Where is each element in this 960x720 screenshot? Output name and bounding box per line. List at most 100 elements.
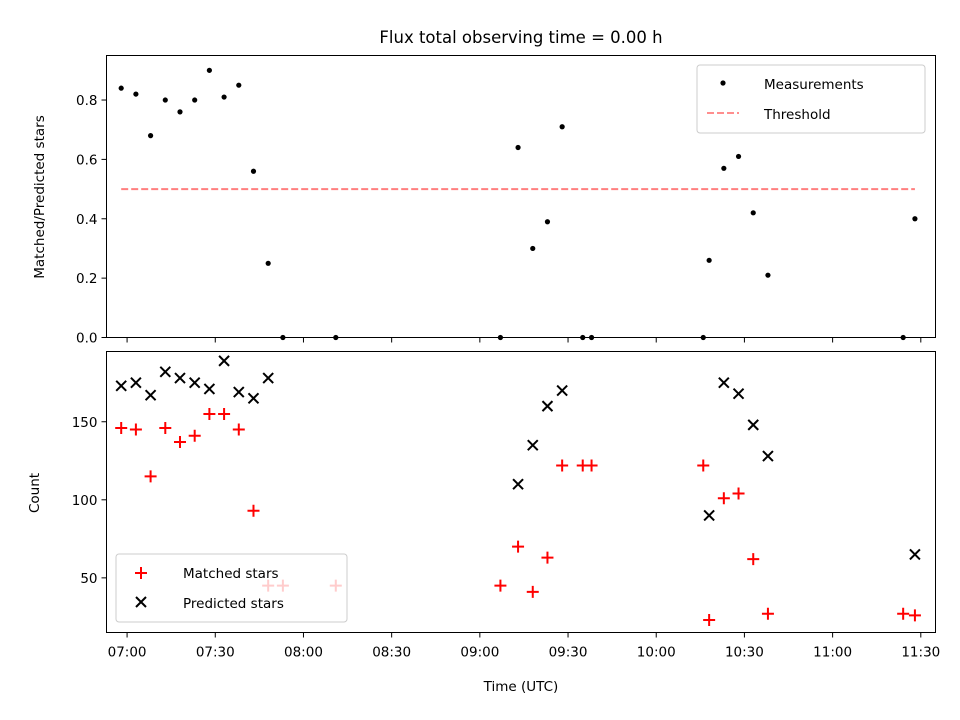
matched-stars-point	[697, 459, 710, 472]
measurement-point	[530, 245, 536, 252]
xtick-label: 11:00	[813, 645, 852, 661]
predicted-stars-point	[247, 392, 260, 405]
matched-stars-point	[129, 423, 142, 436]
predicted-stars-point	[512, 478, 524, 490]
ytick-label: 0.4	[76, 212, 97, 228]
predicted-stars-point	[556, 384, 568, 397]
measurement-point	[735, 153, 742, 160]
count-plot-xlabel: Time (UTC)	[483, 679, 559, 695]
ratio-plot-ylabel: Matched/Predicted stars	[32, 115, 48, 278]
predicted-stars-point	[541, 400, 554, 412]
measurement-point	[147, 133, 154, 139]
predicted-stars-point	[732, 387, 745, 400]
xtick-label: 09:00	[460, 645, 499, 661]
matched-stars-point	[541, 551, 554, 564]
ytick-label: 0.6	[76, 152, 97, 168]
ratio-legend-box	[696, 64, 926, 134]
xtick-label: 07:00	[108, 645, 147, 661]
xtick-label: 08:00	[284, 645, 323, 661]
ytick-label: 0.2	[76, 271, 97, 287]
measurement-point	[221, 94, 227, 100]
predicted-stars-point	[703, 509, 715, 522]
predicted-stars-point	[144, 389, 157, 401]
legend-threshold-label: Threshold	[763, 107, 831, 123]
measurement-point	[721, 165, 727, 171]
matched-stars-point	[218, 407, 231, 420]
predicted-stars-point	[174, 372, 186, 384]
legend-predicted-marker	[135, 596, 147, 608]
measurement-point	[559, 124, 565, 130]
measurement-point	[250, 168, 257, 174]
measurement-point	[706, 257, 712, 263]
xtick-label: 11:30	[901, 645, 940, 661]
matched-stars-point	[732, 487, 745, 500]
ytick-label: 150	[72, 415, 98, 431]
measurement-point	[192, 97, 198, 103]
matched-stars-point	[247, 504, 260, 517]
matched-stars-point	[188, 429, 201, 442]
predicted-stars-point	[159, 366, 172, 378]
legend-predicted-label: Predicted stars	[183, 596, 284, 612]
ytick-label: 50	[80, 571, 97, 587]
xtick-label: 07:30	[196, 645, 235, 661]
count-plot-ticks: 50 100 150 07:00 07:30 08:00 08:30 09:00 09:30 10…	[72, 415, 941, 661]
count-legend-box	[115, 553, 348, 623]
matched-stars-point	[556, 459, 569, 472]
ratio-plot: 0.00.20.40.60.8 Matched/Predicted stars …	[32, 55, 936, 347]
predicted-stars-point	[527, 439, 539, 451]
legend-measurements-marker	[720, 80, 726, 86]
measurement-point	[236, 82, 242, 88]
matched-stars-point	[512, 540, 525, 553]
predicted-stars-point	[130, 377, 142, 389]
measurement-point	[912, 216, 918, 222]
predicted-stars-point	[718, 377, 730, 389]
measurement-point	[206, 67, 212, 73]
matched-stars-point	[203, 407, 216, 420]
predicted-stars-point	[188, 377, 201, 389]
ratio-plot-ticks: 0.0 0.2 0.4 0.6 0.8	[76, 93, 922, 347]
xtick-label: 09:30	[549, 645, 588, 661]
matched-stars-point	[908, 609, 921, 622]
matched-stars-point	[703, 614, 716, 627]
predicted-stars-point	[262, 372, 274, 384]
matched-stars-point	[761, 607, 774, 620]
predicted-stars-point	[218, 355, 230, 367]
matched-stars-point	[115, 421, 128, 434]
measurement-point	[765, 272, 771, 278]
legend-matched-label: Matched stars	[183, 566, 279, 582]
count-plot-marks	[115, 355, 921, 627]
matched-stars-point	[173, 436, 186, 449]
chart-title: Flux total observing time = 0.00 h	[379, 28, 662, 47]
legend-measurements-label: Measurements	[764, 77, 864, 93]
measurement-point	[162, 97, 168, 103]
predicted-stars-point	[747, 419, 759, 431]
ratio-plot-frame	[106, 55, 936, 338]
predicted-stars-point	[909, 548, 921, 561]
matched-stars-point	[526, 585, 539, 598]
count-plot-frame	[106, 351, 936, 633]
ytick-label: 0.0	[76, 331, 97, 347]
predicted-stars-point	[233, 386, 245, 398]
xtick-label: 10:30	[725, 645, 764, 661]
xtick-label: 08:30	[372, 645, 411, 661]
ratio-plot-legend: Measurements Threshold	[696, 64, 926, 134]
ytick-label: 100	[72, 493, 98, 509]
matched-stars-point	[747, 553, 760, 566]
count-plot-legend: Matched stars Predicted stars	[115, 553, 348, 623]
xtick-label: 10:00	[637, 645, 676, 661]
ratio-plot-marks	[118, 67, 918, 341]
matched-stars-point	[897, 607, 910, 620]
measurement-point	[133, 91, 139, 97]
legend-matched-marker	[135, 567, 147, 579]
predicted-stars-point	[762, 450, 774, 462]
predicted-stars-point	[115, 380, 127, 392]
measurement-point	[515, 144, 521, 151]
matched-stars-point	[159, 421, 172, 434]
matched-stars-point	[494, 579, 507, 592]
measurement-point	[177, 109, 183, 115]
matched-stars-point	[144, 470, 157, 483]
matched-stars-point	[232, 423, 245, 436]
measurement-point	[118, 85, 124, 91]
measurement-point	[544, 219, 551, 225]
count-plot-ylabel: Count	[27, 473, 43, 513]
